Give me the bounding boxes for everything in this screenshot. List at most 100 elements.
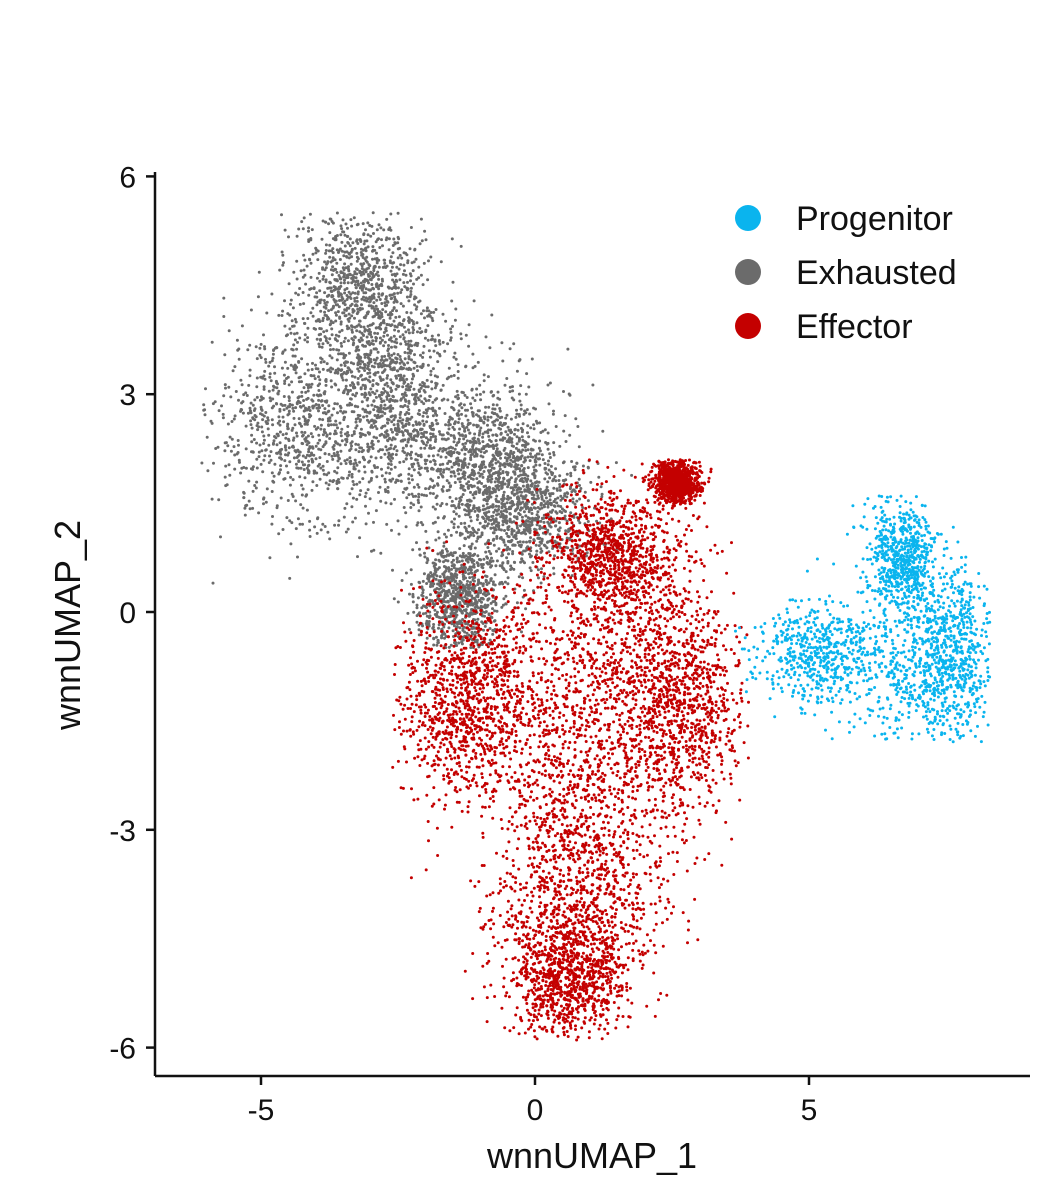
point-exhausted [496,390,500,394]
point-exhausted [379,551,383,555]
point-exhausted [475,531,479,535]
point-exhausted [222,394,226,398]
point-exhausted [346,527,350,531]
point-exhausted [525,519,529,523]
point-exhausted [319,309,323,313]
point-exhausted [508,478,511,482]
point-exhausted [306,340,309,344]
point-exhausted [376,465,379,469]
point-exhausted [295,347,299,351]
point-exhausted [260,425,264,429]
point-exhausted [257,511,261,515]
point-exhausted [310,228,314,232]
point-exhausted [506,425,510,429]
point-exhausted [564,529,568,533]
point-exhausted [354,286,358,290]
point-exhausted [486,546,490,549]
point-exhausted [365,398,369,402]
point-exhausted [291,444,295,448]
point-exhausted [438,354,442,358]
point-exhausted [441,616,445,620]
point-exhausted [328,537,332,541]
point-exhausted [431,454,435,458]
point-exhausted [401,425,405,429]
point-exhausted [513,465,517,469]
point-exhausted [530,357,534,361]
point-exhausted [438,463,442,467]
point-exhausted [327,452,331,456]
point-exhausted [499,456,502,460]
point-exhausted [274,379,278,383]
point-exhausted [390,265,394,269]
point-exhausted [444,535,448,539]
point-exhausted [501,519,505,523]
point-exhausted [492,447,496,450]
point-exhausted [337,519,341,523]
point-exhausted [318,298,322,302]
point-exhausted [521,438,525,442]
point-exhausted [512,529,516,533]
point-exhausted [346,226,349,230]
point-exhausted [350,302,354,306]
point-exhausted [389,479,393,483]
point-exhausted [263,454,267,458]
point-exhausted [518,469,522,473]
point-exhausted [385,303,389,307]
point-exhausted [426,438,430,442]
point-exhausted [563,414,567,418]
point-exhausted [361,477,365,481]
point-exhausted [375,251,378,255]
point-exhausted [548,524,552,528]
point-exhausted [358,330,362,334]
point-exhausted [420,439,424,443]
point-exhausted [302,386,306,390]
point-exhausted [452,504,456,508]
point-exhausted [558,526,562,530]
point-exhausted [431,486,435,489]
point-exhausted [273,365,276,369]
point-exhausted [221,416,225,420]
point-exhausted [248,374,252,378]
point-exhausted [417,409,421,412]
point-exhausted [471,578,475,582]
point-exhausted [464,333,468,337]
point-exhausted [398,361,402,365]
point-exhausted [437,430,441,434]
point-exhausted [467,614,471,618]
point-exhausted [322,330,326,334]
point-exhausted [428,394,432,398]
point-exhausted [285,516,289,520]
point-exhausted [260,398,264,401]
point-exhausted [255,457,259,461]
point-exhausted [461,472,465,476]
point-exhausted [581,506,585,510]
point-exhausted [369,342,373,345]
point-exhausted [449,327,453,331]
point-exhausted [261,376,265,380]
point-exhausted [311,480,315,484]
point-exhausted [515,491,519,495]
point-exhausted [420,431,424,435]
point-exhausted [275,386,279,390]
point-exhausted [329,319,333,323]
point-exhausted [460,559,464,563]
point-exhausted [429,432,433,436]
point-exhausted [470,630,474,634]
point-exhausted [301,291,305,294]
point-exhausted [562,508,566,512]
point-exhausted [388,316,392,320]
point-exhausted [366,310,370,314]
point-exhausted [364,522,368,526]
point-exhausted [577,445,581,449]
point-exhausted [374,509,378,513]
point-exhausted [315,337,319,341]
point-exhausted [321,522,325,526]
point-exhausted [343,244,347,248]
point-exhausted [519,450,523,454]
point-exhausted [331,265,335,269]
point-exhausted [306,336,310,340]
point-exhausted [365,260,369,264]
point-exhausted [487,405,491,409]
point-exhausted [323,313,327,317]
point-exhausted [300,357,304,361]
